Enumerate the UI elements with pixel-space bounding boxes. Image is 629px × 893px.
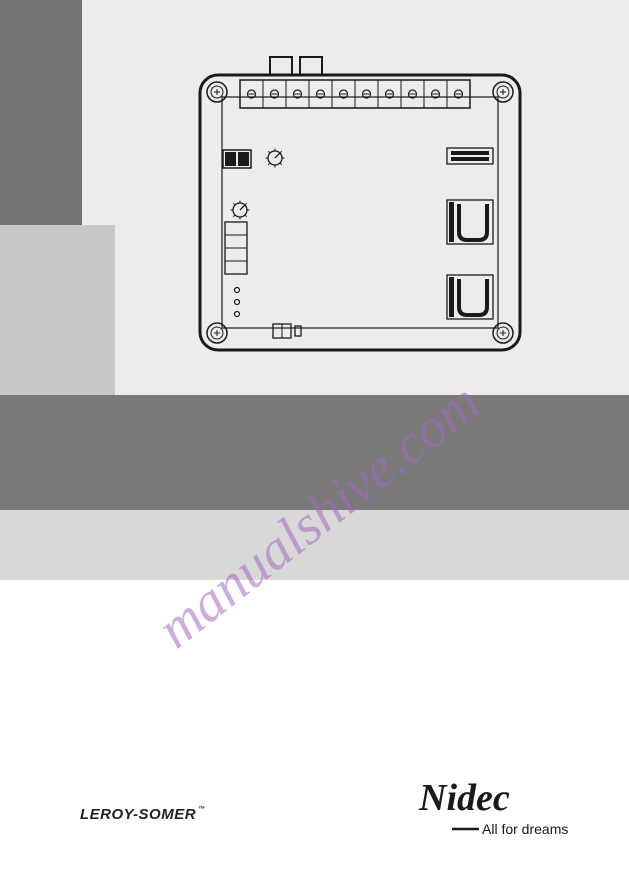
nidec-tagline: All for dreams	[482, 821, 568, 837]
nidec-logo: Nidec All for dreams	[414, 778, 594, 848]
circuit-board-diagram	[195, 50, 525, 360]
gray-band-1	[0, 395, 629, 510]
trademark: ™	[198, 806, 206, 813]
gray-band-2	[0, 510, 629, 580]
footer: LEROY-SOMER™ Nidec All for dreams	[0, 793, 629, 863]
nidec-text: Nidec	[418, 778, 510, 819]
leroy-somer-logo: LEROY-SOMER™	[80, 806, 206, 823]
left-dark-block	[0, 0, 82, 225]
leroy-text: LEROY-SOMER	[80, 806, 196, 823]
